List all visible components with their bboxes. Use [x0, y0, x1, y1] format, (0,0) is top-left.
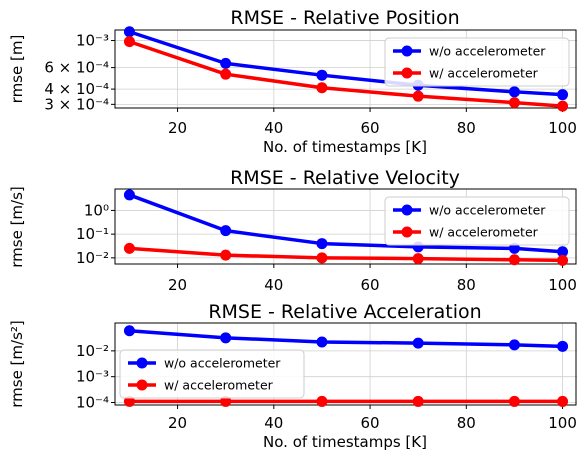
y-tick-label: 10⁻²	[76, 249, 109, 267]
x-axis-label: No. of timestamps [K]	[263, 138, 427, 156]
x-tick-label: 100	[548, 414, 577, 432]
data-point	[412, 337, 424, 349]
chart-title: RMSE - Relative Acceleration	[208, 301, 481, 323]
data-point	[508, 97, 520, 109]
legend-entry: w/o accelerometer	[429, 203, 546, 218]
x-tick-label: 100	[548, 119, 577, 137]
data-point	[557, 246, 569, 258]
data-point	[412, 253, 424, 265]
y-tick-label: 10⁻¹	[76, 225, 109, 243]
series-line	[128, 193, 563, 254]
legend: w/o accelerometer w/ accelerometer	[384, 196, 570, 246]
chart-2: 20 40 60 80 100 10⁰ 10⁻¹ 10⁻² RMSE - Relative Ve…	[8, 167, 577, 294]
chart-title: RMSE - Relative Velocity	[230, 167, 460, 189]
x-tick-label: 20	[168, 119, 187, 137]
series-line	[129, 246, 563, 263]
legend-swatch-marker	[401, 204, 413, 216]
legend-entry: w/o accelerometer	[164, 356, 281, 371]
x-tick-label: 20	[168, 276, 187, 294]
data-point	[123, 36, 135, 48]
legend-box	[384, 37, 570, 87]
y-tick-label: 4 × 10⁻⁴	[44, 80, 109, 98]
series-line	[129, 329, 563, 349]
data-point	[220, 332, 232, 344]
data-point	[123, 325, 135, 337]
series-line	[128, 30, 563, 97]
plot-frame	[114, 29, 577, 109]
data-point	[412, 395, 424, 407]
data-point	[557, 254, 569, 266]
data-point	[316, 252, 328, 264]
data-point	[316, 82, 328, 94]
legend-box	[384, 196, 570, 246]
x-tick-label: 40	[264, 414, 283, 432]
data-point	[508, 86, 520, 98]
legend-entry: w/ accelerometer	[429, 66, 539, 81]
y-tick-label: 10⁻⁴	[76, 393, 109, 411]
plot-frame	[114, 322, 577, 406]
legend: w/o accelerometer w/ accelerometer	[384, 37, 570, 87]
x-tick-label: 40	[264, 276, 283, 294]
data-point	[123, 395, 135, 407]
data-point	[220, 68, 232, 80]
y-axis-label: rmse [m/s]	[8, 186, 26, 268]
y-tick-label: 3 × 10⁻⁴	[44, 95, 109, 113]
legend-swatch-marker	[136, 357, 148, 369]
y-axis-label: rmse [m/s²]	[8, 320, 26, 408]
legend: w/o accelerometer w/ accelerometer	[119, 349, 305, 399]
x-tick-label: 40	[264, 119, 283, 137]
y-tick-label: 6 × 10⁻⁴	[44, 59, 109, 77]
x-tick-label: 60	[361, 276, 380, 294]
data-point	[508, 242, 520, 254]
x-tick-label: 80	[457, 119, 476, 137]
data-point	[316, 69, 328, 81]
chart-3: 20 40 60 80 100 10⁻² 10⁻³ 10⁻⁴ RMSE - Relative A…	[8, 301, 577, 451]
y-tick-label: 10⁻²	[76, 342, 109, 360]
x-tick-label: 60	[361, 119, 380, 137]
x-axis-label: No. of timestamps [K]	[263, 433, 427, 451]
data-point	[123, 242, 135, 254]
chart-1: 20 40 60 80 100 10⁻³ 6 × 10⁻⁴ 4 × 10⁻⁴3 × 10⁻⁴ R…	[8, 7, 577, 156]
x-tick-label: 80	[457, 414, 476, 432]
series-line	[128, 39, 563, 108]
y-tick-label: 10⁻³	[76, 32, 109, 50]
data-point	[412, 90, 424, 102]
legend-entry: w/o accelerometer	[429, 44, 546, 59]
data-point	[316, 238, 328, 250]
data-point	[220, 249, 232, 261]
plot-frame	[114, 188, 577, 265]
y-axis-label: rmse [m]	[8, 35, 26, 104]
legend-entry: w/ accelerometer	[164, 378, 274, 393]
data-point	[220, 395, 232, 407]
data-point	[220, 225, 232, 237]
y-tick-label: 10⁰	[84, 201, 109, 219]
x-tick-label: 60	[361, 414, 380, 432]
data-point	[557, 340, 569, 352]
legend-swatch-marker	[401, 226, 413, 238]
data-point	[316, 395, 328, 407]
x-tick-label: 80	[457, 276, 476, 294]
data-point	[220, 57, 232, 69]
x-tick-label: 100	[548, 276, 577, 294]
legend-entry: w/ accelerometer	[429, 225, 539, 240]
y-tick-label: 10⁻³	[76, 368, 109, 386]
chart-title: RMSE - Relative Position	[230, 7, 459, 29]
data-point	[123, 26, 135, 38]
data-point	[508, 395, 520, 407]
legend-swatch-marker	[401, 67, 413, 79]
data-point	[557, 89, 569, 101]
legend-box	[119, 349, 305, 399]
data-point	[557, 100, 569, 112]
x-tick-label: 20	[168, 414, 187, 432]
data-point	[557, 395, 569, 407]
legend-swatch-marker	[401, 45, 413, 57]
data-point	[508, 254, 520, 266]
data-point	[316, 336, 328, 348]
legend-swatch-marker	[136, 379, 148, 391]
data-point	[123, 189, 135, 201]
data-point	[508, 339, 520, 351]
